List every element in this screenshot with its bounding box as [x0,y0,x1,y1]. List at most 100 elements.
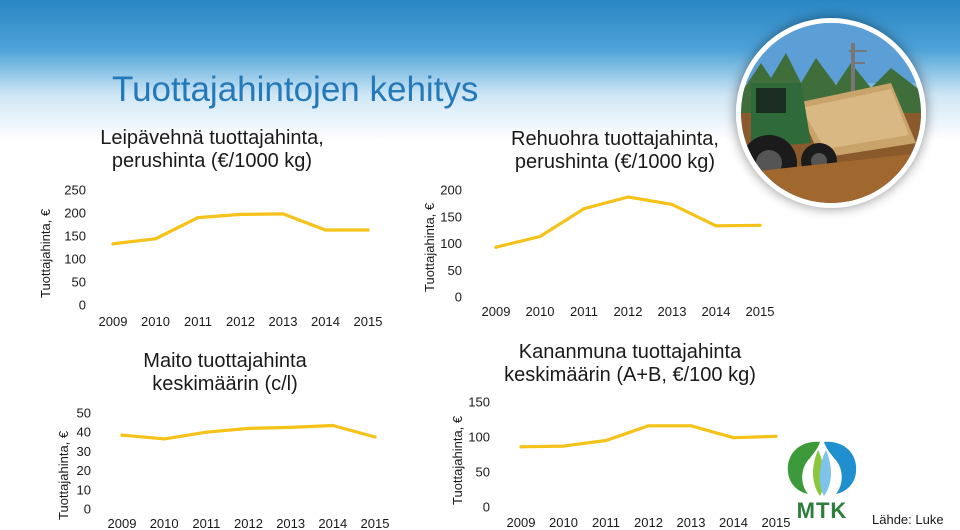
y-tick-label: 150 [64,229,86,244]
y-tick-label: 150 [440,209,462,224]
chart-rehuohra: Rehuohra tuottajahinta, perushinta (€/10… [422,128,780,320]
y-tick-label: 100 [440,236,462,251]
data-point [162,437,166,441]
y-tick-label: 50 [72,275,86,290]
data-point [238,212,243,216]
x-tick-label: 2009 [108,516,137,530]
data-point [289,425,293,429]
y-tick-label: 200 [440,183,462,198]
x-tick-label: 2010 [526,304,555,319]
x-tick-label: 2009 [482,304,511,319]
chart-title-line: Maito tuottajahinta [143,350,307,372]
y-tick-label: 0 [483,500,490,515]
data-point [774,434,778,438]
logo-text: MTK [796,498,848,523]
data-point [519,445,523,449]
x-tick-label: 2013 [658,304,687,319]
y-tick-label: 10 [77,482,91,497]
y-tick-label: 50 [476,465,490,480]
x-tick-label: 2014 [318,516,347,530]
chart-title: Leipävehnä tuottajahinta, perushinta (€/… [62,127,362,173]
data-point [331,423,335,428]
x-tick-label: 2011 [184,314,212,329]
chart-title-line: Kananmuna tuottajahinta [518,341,742,363]
data-point [670,202,674,207]
x-tick-label: 2012 [234,516,263,530]
x-tick-label: 2012 [226,314,255,329]
x-tick-label: 2012 [614,304,643,319]
data-point [153,237,158,241]
data-point [582,207,586,211]
data-point [626,195,630,199]
chart-title-line: Rehuohra tuottajahinta, [511,128,719,150]
slide-title: Tuottajahintojen kehitys [112,70,479,109]
x-tick-label: 2012 [634,515,663,530]
chart-plot: 0 50 100 150 200 250 2009 2010 2011 2012 2013 2014 2… [64,183,382,330]
x-tick-label: 2011 [192,516,220,530]
x-tick-label: 2010 [150,516,179,530]
data-point [494,245,498,249]
data-point [373,435,377,439]
data-point [246,426,251,430]
tractor-photo-illustration [741,23,921,203]
mtk-logo: MTK [782,438,862,524]
data-point [281,212,285,216]
data-point [646,424,651,428]
data-point [111,242,115,246]
data-point [561,444,566,448]
x-tick-label: 2011 [570,304,598,319]
data-point [196,216,200,220]
x-tick-label: 2010 [141,314,170,329]
y-tick-label: 250 [64,183,86,198]
y-tick-label: 100 [468,430,490,445]
data-point [366,228,370,232]
data-point [758,223,762,227]
data-point [689,424,693,428]
x-tick-label: 2009 [99,314,128,329]
y-tick-label: 150 [468,395,490,410]
chart-title-line: perushinta (€/1000 kg) [111,150,313,172]
x-tick-label: 2014 [719,515,748,530]
y-tick-label: 100 [64,252,86,267]
chart-plot: 0 10 20 30 40 50 2009 2010 2011 2012 2013 2014 2015 [77,406,390,530]
y-tick-label: 50 [77,406,91,421]
data-point [538,234,542,239]
chart-title: Maito tuottajahinta keskimäärin (c/l) [75,350,375,396]
data-point [120,433,124,437]
series-line [519,424,778,449]
data-point [204,430,208,434]
tractor-photo [736,18,926,208]
x-tick-label: 2015 [746,304,775,319]
y-tick-label: 40 [77,425,91,440]
x-tick-label: 2009 [507,515,536,530]
x-tick-label: 2013 [677,515,706,530]
y-tick-label: 30 [77,444,91,459]
x-tick-label: 2014 [702,304,731,319]
data-point [731,436,736,440]
chart-title-line: Leipävehnä tuottajahinta, [100,127,324,149]
chart-title-line: perushinta (€/1000 kg) [514,151,716,173]
y-tick-label: 20 [77,463,91,478]
x-tick-label: 2014 [311,314,340,329]
x-tick-label: 2013 [276,516,305,530]
chart-title: Kananmuna tuottajahinta keskimäärin (A+B… [465,341,795,387]
mtk-logo-mark [787,441,857,496]
chart-title-line: keskimäärin (A+B, €/100 kg) [504,364,756,386]
chart-leipavehna: Leipävehnä tuottajahinta, perushinta (€/… [0,0,460,340]
y-tick-label: 50 [448,263,462,278]
data-point [714,224,718,228]
y-tick-label: 0 [84,502,91,517]
chart-title: Rehuohra tuottajahinta, perushinta (€/10… [450,128,780,174]
x-tick-label: 2015 [762,515,791,530]
source-note: Lähde: Luke [872,512,944,527]
data-point [323,228,328,232]
chart-maito: Maito tuottajahinta keskimäärin (c/l) Tu… [0,0,460,530]
y-tick-label: 0 [455,290,462,305]
x-tick-label: 2011 [592,515,620,530]
y-tick-label: 0 [79,298,86,313]
x-tick-label: 2010 [549,515,578,530]
chart-plot: 0 50 100 150 200 2009 2010 2011 2012 2013 2014 2015 [440,183,775,320]
x-tick-label: 2015 [361,516,390,530]
